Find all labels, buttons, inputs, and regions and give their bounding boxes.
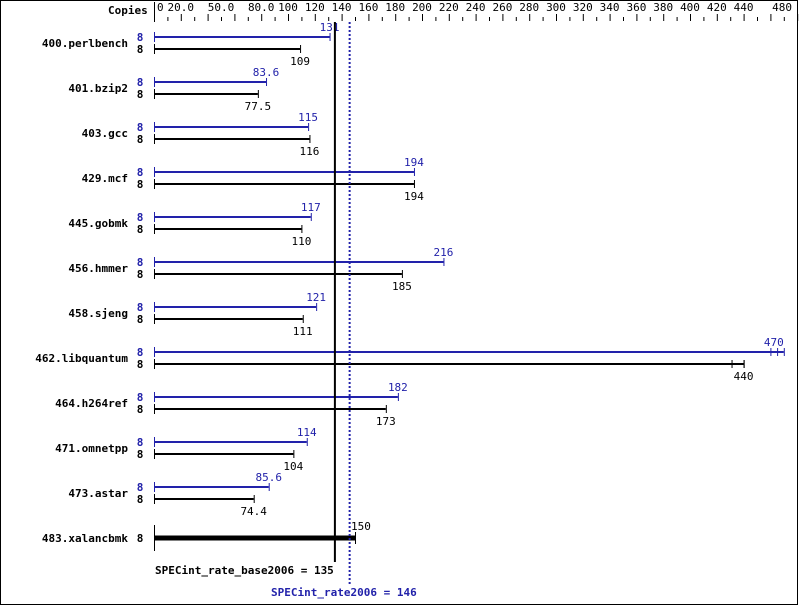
base-value-label: 185 bbox=[392, 280, 412, 293]
benchmark-label: 473.astar bbox=[68, 487, 128, 500]
base-copies: 8 bbox=[137, 268, 144, 281]
tick-label: 160 bbox=[358, 1, 378, 14]
benchmark-label: 483.xalancbmk bbox=[42, 532, 128, 545]
benchmark-label: 456.hmmer bbox=[68, 262, 128, 275]
tick-label: 280 bbox=[519, 1, 539, 14]
benchmark-label: 464.h264ref bbox=[55, 397, 128, 410]
base-value-label: 109 bbox=[290, 55, 310, 68]
tick-label: 480 bbox=[772, 1, 792, 14]
base-copies: 8 bbox=[137, 178, 144, 191]
base-value-label: 74.4 bbox=[240, 505, 267, 518]
peak-copies: 8 bbox=[137, 31, 144, 44]
tick-label: 400 bbox=[680, 1, 700, 14]
base-copies: 8 bbox=[137, 532, 144, 545]
peak-copies: 8 bbox=[137, 436, 144, 449]
base-copies: 8 bbox=[137, 313, 144, 326]
base-value-label: 173 bbox=[376, 415, 396, 428]
peak-copies: 8 bbox=[137, 391, 144, 404]
peak-copies: 8 bbox=[137, 256, 144, 269]
tick-label: 180 bbox=[385, 1, 405, 14]
benchmark-label: 401.bzip2 bbox=[68, 82, 128, 95]
base-value-label: 150 bbox=[351, 520, 371, 533]
peak-copies: 8 bbox=[137, 346, 144, 359]
tick-label: 320 bbox=[573, 1, 593, 14]
tick-label: 200 bbox=[412, 1, 432, 14]
tick-label: 140 bbox=[332, 1, 352, 14]
base-copies: 8 bbox=[137, 448, 144, 461]
benchmark-label: 403.gcc bbox=[82, 127, 128, 140]
base-value-label: 110 bbox=[291, 235, 311, 248]
tick-label: 340 bbox=[600, 1, 620, 14]
base-value-label: 440 bbox=[734, 370, 754, 383]
peak-value-label: 121 bbox=[306, 291, 326, 304]
base-copies: 8 bbox=[137, 358, 144, 371]
peak-value-label: 83.6 bbox=[253, 66, 280, 79]
peak-value-label: 470 bbox=[764, 336, 784, 349]
tick-label: 50.0 bbox=[208, 1, 235, 14]
peak-value-label: 216 bbox=[434, 246, 454, 259]
base-copies: 8 bbox=[137, 133, 144, 146]
peak-value-label: 194 bbox=[404, 156, 424, 169]
benchmark-label: 458.sjeng bbox=[68, 307, 128, 320]
base-copies: 8 bbox=[137, 493, 144, 506]
base-copies: 8 bbox=[137, 403, 144, 416]
benchmark-label: 429.mcf bbox=[82, 172, 128, 185]
tick-label: 300 bbox=[546, 1, 566, 14]
axis-label: Copies bbox=[108, 4, 148, 17]
tick-label: 260 bbox=[492, 1, 512, 14]
tick-label: 220 bbox=[439, 1, 459, 14]
peak-copies: 8 bbox=[137, 121, 144, 134]
base-value-label: 116 bbox=[300, 145, 320, 158]
peak-value-label: 114 bbox=[297, 426, 317, 439]
tick-label: 360 bbox=[626, 1, 646, 14]
peak-copies: 8 bbox=[137, 166, 144, 179]
peak-value-label: 131 bbox=[320, 21, 340, 34]
tick-label: 240 bbox=[466, 1, 486, 14]
base-value-label: 111 bbox=[293, 325, 313, 338]
peak-value-label: 115 bbox=[298, 111, 318, 124]
tick-label: 120 bbox=[305, 1, 325, 14]
tick-label: 420 bbox=[707, 1, 727, 14]
tick-label: 380 bbox=[653, 1, 673, 14]
peak-value-label: 182 bbox=[388, 381, 408, 394]
benchmark-label: 400.perlbench bbox=[42, 37, 128, 50]
peak-copies: 8 bbox=[137, 481, 144, 494]
tick-label: 20.0 bbox=[168, 1, 195, 14]
peak-copies: 8 bbox=[137, 211, 144, 224]
peak-copies: 8 bbox=[137, 76, 144, 89]
peak-value-label: 117 bbox=[301, 201, 321, 214]
base-value-label: 104 bbox=[283, 460, 303, 473]
tick-label: 0 bbox=[157, 1, 164, 14]
benchmark-label: 462.libquantum bbox=[35, 352, 128, 365]
peak-value-label: 85.6 bbox=[255, 471, 282, 484]
base-copies: 8 bbox=[137, 43, 144, 56]
tick-label: 100 bbox=[278, 1, 298, 14]
tick-label: 440 bbox=[734, 1, 754, 14]
peak-copies: 8 bbox=[137, 301, 144, 314]
benchmark-label: 471.omnetpp bbox=[55, 442, 128, 455]
base-value-label: 194 bbox=[404, 190, 424, 203]
base-mean-label: SPECint_rate_base2006 = 135 bbox=[155, 564, 334, 577]
base-copies: 8 bbox=[137, 88, 144, 101]
peak-mean-label: SPECint_rate2006 = 146 bbox=[271, 586, 417, 599]
tick-label: 80.0 bbox=[248, 1, 275, 14]
benchmark-label: 445.gobmk bbox=[68, 217, 128, 230]
base-copies: 8 bbox=[137, 223, 144, 236]
base-value-label: 77.5 bbox=[245, 100, 272, 113]
